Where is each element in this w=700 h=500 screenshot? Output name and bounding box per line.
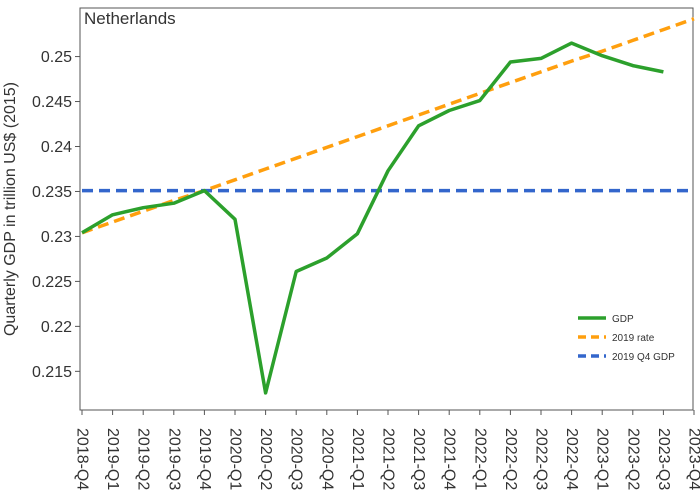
x-tick-label: 2022-Q2 — [502, 428, 519, 490]
y-axis: 0.215 0.22 0.225 0.23 0.235 0.24 0.245 0.25 — [32, 49, 80, 381]
y-tick-label: 0.24 — [41, 139, 72, 156]
x-tick-label: 2020-Q4 — [318, 428, 335, 490]
x-tick-label: 2021-Q2 — [380, 428, 397, 490]
y-tick-label: 0.23 — [41, 229, 72, 246]
series-line-0 — [81, 41, 664, 395]
x-tick-label: 2021-Q1 — [349, 428, 366, 490]
chart-title: Netherlands — [84, 9, 176, 28]
x-tick-label: 2022-Q1 — [471, 428, 488, 490]
y-tick-label: 0.245 — [32, 94, 72, 111]
x-tick-label: 2023-Q1 — [594, 428, 611, 490]
series-layer — [81, 17, 695, 395]
x-tick-label: 2023-Q4 — [686, 428, 700, 490]
x-tick-label: 2018-Q4 — [74, 428, 91, 490]
y-tick-label: 0.22 — [41, 319, 72, 336]
x-tick-label: 2019-Q3 — [165, 428, 182, 490]
x-tick-label: 2021-Q3 — [410, 428, 427, 490]
x-tick-label: 2020-Q2 — [257, 428, 274, 490]
legend-label-0: GDP — [612, 314, 634, 325]
x-tick-label: 2023-Q2 — [624, 428, 641, 490]
legend: GDP 2019 rate 2019 Q4 GDP — [578, 314, 675, 363]
legend-label-2: 2019 Q4 GDP — [612, 352, 675, 363]
x-tick-label: 2020-Q3 — [288, 428, 305, 490]
x-tick-label: 2019-Q1 — [104, 428, 121, 490]
plot-area — [79, 7, 694, 411]
x-tick-label: 2019-Q4 — [196, 428, 213, 490]
x-tick-label: 2023-Q3 — [655, 428, 672, 490]
y-tick-label: 0.225 — [32, 274, 72, 291]
plot-frame — [79, 7, 694, 411]
x-tick-label: 2022-Q4 — [563, 428, 580, 490]
y-tick-label: 0.235 — [32, 184, 72, 201]
x-axis: 2018-Q4 2019-Q1 2019-Q2 2019-Q3 2019-Q4 2020-… — [74, 410, 700, 490]
x-tick-label: 2020-Q1 — [227, 428, 244, 490]
x-tick-label: 2019-Q2 — [135, 428, 152, 490]
y-tick-label: 0.215 — [32, 364, 72, 381]
x-tick-label: 2021-Q4 — [441, 428, 458, 490]
legend-label-1: 2019 rate — [612, 333, 655, 344]
y-axis-label: Quarterly GDP in trillion US$ (2015) — [2, 82, 19, 336]
x-tick-label: 2022-Q3 — [533, 428, 550, 490]
y-tick-label: 0.25 — [41, 49, 72, 66]
